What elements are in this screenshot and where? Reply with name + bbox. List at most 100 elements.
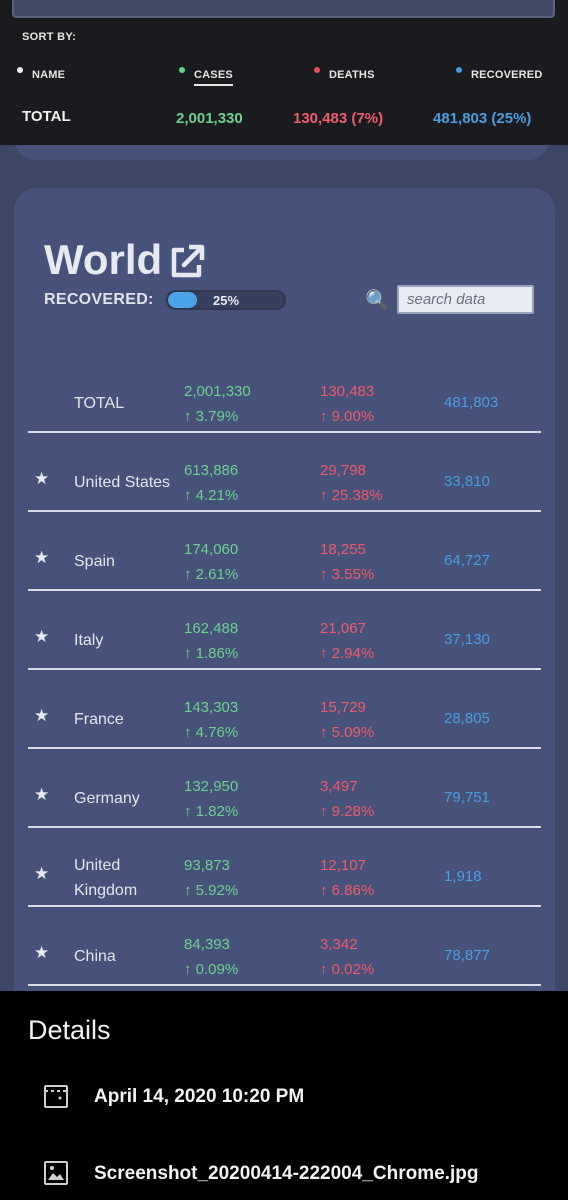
recovered-value: 79,751 (444, 789, 490, 806)
deaths-change: ↑ 3.55% (320, 566, 375, 583)
sort-option-name[interactable]: NAME (17, 62, 66, 81)
sort-option-deaths[interactable]: DEATHS (314, 62, 375, 81)
recovered-value: 33,810 (444, 473, 490, 490)
cases-change: ↑ 4.76% (184, 724, 239, 741)
total-label: TOTAL (22, 108, 71, 125)
favorite-star-icon[interactable]: ★ (34, 785, 50, 804)
cases-value: 174,060 (184, 541, 239, 558)
deaths-change: ↑ 6.86% (320, 882, 375, 899)
external-link-icon[interactable] (168, 243, 206, 281)
cases-change: ↑ 5.92% (184, 882, 239, 899)
country-name: France (74, 711, 124, 728)
cases-change: ↑ 1.82% (184, 803, 239, 820)
cases-change: ↑ 4.21% (184, 487, 239, 504)
name-dot-icon (17, 67, 23, 73)
favorite-star-icon[interactable]: ★ (34, 706, 50, 725)
country-name: Spain (74, 553, 115, 570)
country-name: United Kingdom (74, 853, 137, 903)
recovered-value: 481,803 (444, 394, 499, 411)
top-search-box[interactable] (12, 0, 555, 18)
row-divider (28, 510, 541, 512)
favorite-star-icon[interactable]: ★ (34, 548, 50, 567)
recovered-progress-bar: 25% (166, 290, 286, 310)
row-divider (28, 589, 541, 591)
table-row[interactable]: ★ Italy 162,488 ↑ 1.86% 21,067 ↑ 2.94% 37,130 (28, 591, 541, 670)
recovered-value: 64,727 (444, 552, 490, 569)
cases-change: ↑ 0.09% (184, 961, 239, 978)
sort-option-label: DEATHS (329, 69, 375, 81)
cases-dot-icon (179, 67, 185, 73)
recovered-value: 28,805 (444, 710, 490, 727)
sort-option-label: RECOVERED (471, 69, 543, 81)
row-divider (28, 984, 541, 986)
favorite-star-icon[interactable]: ★ (34, 864, 50, 883)
row-divider (28, 826, 541, 828)
country-name: United States (74, 474, 171, 491)
cases-value: 2,001,330 (184, 383, 251, 400)
recovered-dot-icon (456, 67, 462, 73)
world-card (14, 188, 555, 1018)
row-divider (28, 747, 541, 749)
image-icon (44, 1161, 68, 1185)
sort-option-recovered[interactable]: RECOVERED (456, 62, 543, 81)
details-title: Details (28, 1015, 111, 1045)
total-recovered: 481,803 (25%) (433, 110, 532, 127)
deaths-value: 18,255 (320, 541, 366, 558)
sort-by-label: SORT BY: (22, 31, 77, 43)
deaths-value: 3,497 (320, 778, 358, 795)
favorite-star-icon[interactable]: ★ (34, 469, 50, 488)
cases-value: 613,886 (184, 462, 239, 479)
cases-value: 84,393 (184, 936, 230, 953)
deaths-value: 15,729 (320, 699, 366, 716)
row-divider (28, 905, 541, 907)
sort-header: SORT BY: NAME CASES DEATHS RECOVERED TOT… (0, 0, 568, 145)
sort-option-label: CASES (194, 62, 233, 86)
magnifier-icon: 🔍 (365, 290, 390, 312)
table-row[interactable]: ★ United Kingdom 93,873 ↑ 5.92% 12,107 ↑ 6.86%… (28, 828, 541, 907)
deaths-change: ↑ 25.38% (320, 487, 383, 504)
progress-fill (168, 292, 197, 308)
deaths-value: 12,107 (320, 857, 366, 874)
details-filename: Screenshot_20200414-222004_Chrome.jpg (94, 1163, 479, 1184)
country-name-line: United (74, 857, 121, 874)
cases-value: 93,873 (184, 857, 230, 874)
deaths-change: ↑ 5.09% (320, 724, 375, 741)
deaths-change: ↑ 2.94% (320, 645, 375, 662)
sort-option-cases[interactable]: CASES (179, 62, 233, 86)
table-row[interactable]: ★ France 143,303 ↑ 4.76% 15,729 ↑ 5.09% 28,805 (28, 670, 541, 749)
details-date: April 14, 2020 10:20 PM (94, 1086, 305, 1107)
total-cases: 2,001,330 (176, 110, 243, 127)
deaths-change: ↑ 9.00% (320, 408, 375, 425)
cases-value: 132,950 (184, 778, 239, 795)
country-name: China (74, 948, 116, 965)
table-row[interactable]: ★ Germany 132,950 ↑ 1.82% 3,497 ↑ 9.28% 79,751 (28, 749, 541, 828)
cases-change: ↑ 3.79% (184, 408, 239, 425)
recovered-value: 78,877 (444, 947, 490, 964)
sort-option-label: NAME (32, 69, 66, 81)
favorite-star-icon[interactable]: ★ (34, 627, 50, 646)
row-divider (28, 431, 541, 433)
favorite-star-icon[interactable]: ★ (34, 943, 50, 962)
cases-change: ↑ 1.86% (184, 645, 239, 662)
row-divider (28, 668, 541, 670)
recovered-value: 1,918 (444, 868, 482, 885)
deaths-value: 29,798 (320, 462, 366, 479)
total-row[interactable]: TOTAL 2,001,330 ↑ 3.79% 130,483 ↑ 9.00% 481,8… (28, 354, 541, 433)
progress-percent: 25% (212, 293, 240, 308)
deaths-change: ↑ 0.02% (320, 961, 375, 978)
country-name: TOTAL (74, 395, 125, 412)
search-input[interactable] (397, 285, 534, 314)
deaths-value: 21,067 (320, 620, 366, 637)
table-row[interactable]: ★ China 84,393 ↑ 0.09% 3,342 ↑ 0.02% 78,877 (28, 907, 541, 986)
table-row[interactable]: ★ United States 613,886 ↑ 4.21% 29,798 ↑ 25.3… (28, 433, 541, 512)
cases-value: 162,488 (184, 620, 239, 637)
deaths-dot-icon (314, 67, 320, 73)
cases-change: ↑ 2.61% (184, 566, 239, 583)
calendar-icon (44, 1085, 68, 1108)
table-row[interactable]: ★ Spain 174,060 ↑ 2.61% 18,255 ↑ 3.55% 64,727 (28, 512, 541, 591)
country-name: Italy (74, 632, 104, 649)
country-name-line: Kingdom (74, 882, 138, 899)
recovered-label: RECOVERED: (44, 291, 154, 308)
total-deaths: 130,483 (7%) (293, 110, 384, 127)
details-sheet: Details April 14, 2020 10:20 PM Screensh… (0, 991, 568, 1200)
